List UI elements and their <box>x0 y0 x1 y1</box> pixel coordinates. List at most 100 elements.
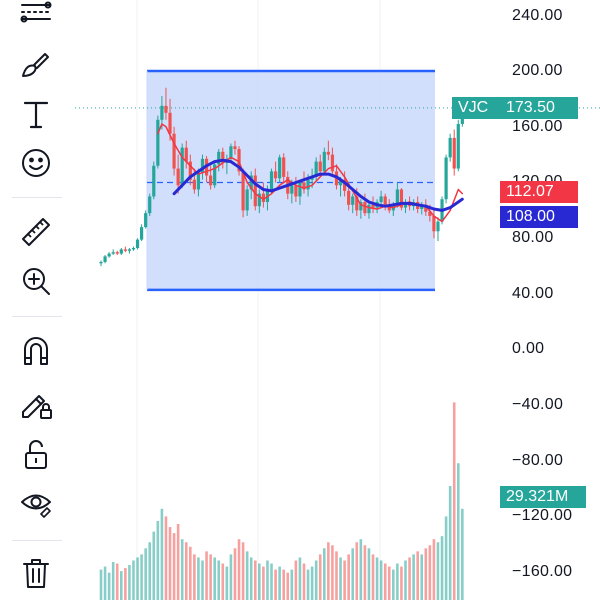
volume-bar <box>209 554 212 600</box>
volume-bar <box>245 551 249 600</box>
zoom-in-icon[interactable] <box>13 261 59 301</box>
symbol-badge: VJC <box>452 97 500 119</box>
candle-body <box>144 213 148 228</box>
price-tick-label: −160.00 <box>512 563 573 580</box>
price-axis[interactable]: 240.00200.00160.00120.0080.0040.000.00−4… <box>452 0 600 600</box>
text-tool-icon[interactable] <box>13 94 59 134</box>
price-tick-label: −120.00 <box>512 507 573 524</box>
volume-bar <box>176 524 180 600</box>
candle-body <box>152 165 156 197</box>
volume-bar <box>172 533 176 600</box>
volume-bar <box>412 554 415 600</box>
volume-bar <box>180 539 184 600</box>
volume-bar <box>270 563 273 600</box>
candle-body <box>278 157 282 179</box>
volume-bar <box>128 565 131 600</box>
candle-body <box>107 253 111 257</box>
trash-icon[interactable] <box>13 553 59 593</box>
price-tick-label: 0.00 <box>512 340 545 357</box>
volume-bar <box>331 545 334 600</box>
volume-bar <box>363 545 367 600</box>
volume-bar <box>400 566 403 600</box>
candle-body <box>172 133 176 169</box>
volume-bar <box>351 548 355 600</box>
last-price-badge: 173.50 <box>500 97 578 119</box>
volume-bar <box>432 539 436 600</box>
candle-body <box>322 151 326 172</box>
volume-bar <box>314 560 318 600</box>
price-tick-label: −80.00 <box>512 452 564 469</box>
volume-bar <box>152 531 156 600</box>
unlock-icon[interactable] <box>13 434 59 474</box>
emoji-tool-icon[interactable] <box>13 143 59 183</box>
volume-bar <box>136 557 139 600</box>
volume-bar <box>343 560 346 600</box>
ruler-measure-icon[interactable] <box>13 212 59 252</box>
volume-bar <box>448 486 452 600</box>
candle-body <box>379 196 383 203</box>
candle-body <box>115 252 119 254</box>
volume-bar <box>111 562 115 600</box>
candle-body <box>249 175 253 190</box>
volume-bar <box>379 560 383 600</box>
volume-bar <box>392 569 395 600</box>
volume-bar <box>355 542 359 600</box>
volume-bar <box>396 563 399 600</box>
price-tick-label: 160.00 <box>512 118 563 135</box>
candle-body <box>164 105 168 113</box>
volume-bar <box>416 551 419 600</box>
magnet-icon[interactable] <box>13 331 59 371</box>
candle-body <box>148 196 152 214</box>
candle-body <box>347 190 351 205</box>
candle-body <box>428 211 432 216</box>
brush-tool-icon[interactable] <box>13 45 59 85</box>
volume-bar <box>282 569 285 600</box>
candle-body <box>273 171 278 179</box>
candle-body <box>140 227 144 240</box>
candle-body <box>160 105 164 120</box>
toolbar-divider <box>12 540 62 541</box>
volume-bar <box>140 554 143 600</box>
candle-body <box>103 256 107 262</box>
volume-badge: 29.321M <box>500 486 586 508</box>
candle-body <box>188 161 192 180</box>
volume-bar <box>404 560 407 600</box>
candle-body <box>294 185 298 197</box>
trend-line-tool-icon[interactable] <box>13 0 59 36</box>
volume-bar <box>103 566 107 600</box>
price-tick-label: 240.00 <box>512 7 563 24</box>
volume-bar <box>99 569 103 600</box>
volume-bar <box>201 560 204 600</box>
candle-body <box>363 202 367 214</box>
volume-bar <box>278 566 281 600</box>
volume-bar <box>290 569 294 600</box>
candle-body <box>436 221 440 232</box>
volume-bar <box>456 463 460 600</box>
volume-bar <box>359 539 363 600</box>
candle-body <box>135 239 140 249</box>
volume-bar <box>160 508 164 600</box>
volume-bar <box>302 563 306 600</box>
volume-bar <box>107 572 111 600</box>
candle-body <box>298 182 302 197</box>
candle-body <box>343 179 347 191</box>
candle-body <box>261 193 265 203</box>
candle-body <box>99 261 103 264</box>
volume-bar <box>156 520 160 600</box>
lock-drawing-icon[interactable] <box>13 383 59 423</box>
candle-body <box>448 137 452 158</box>
volume-bar <box>193 554 196 600</box>
volume-bar <box>221 563 225 600</box>
volume-bar <box>164 516 168 600</box>
candle-body <box>452 137 456 169</box>
eye-visibility-icon[interactable] <box>13 484 59 524</box>
price-tick-label: −40.00 <box>512 396 564 413</box>
candle-body <box>444 157 448 200</box>
candle-body <box>200 158 205 173</box>
toolbar-divider <box>12 197 62 198</box>
candle-body <box>351 196 355 205</box>
candle-body <box>359 202 363 211</box>
candle-body <box>131 248 136 250</box>
volume-bar <box>148 542 152 600</box>
candle-body <box>399 189 404 208</box>
